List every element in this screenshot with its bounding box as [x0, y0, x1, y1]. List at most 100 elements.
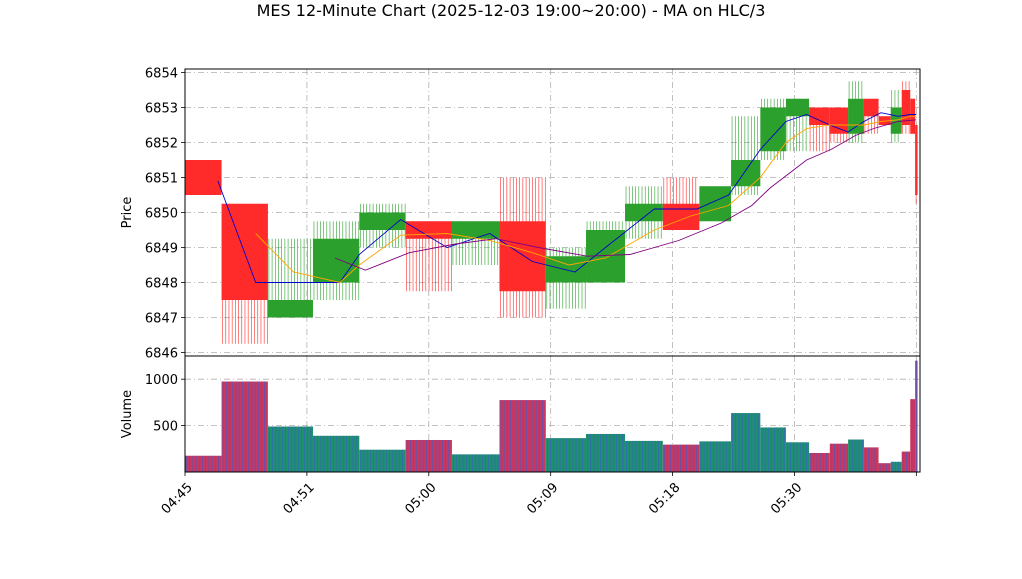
- price-panel: 6846 6847 6848 6849 6850 6851 6852 6853 6854 Pric…: [120, 67, 921, 362]
- price-tick-label: 6852: [145, 137, 178, 152]
- x-tick-label: 05:18: [646, 480, 683, 517]
- volume-bar: [545, 438, 587, 472]
- volume-bar-body: [699, 441, 732, 472]
- candle-body: [499, 221, 546, 292]
- candle-body: [848, 98, 864, 134]
- price-tick-label: 6849: [145, 242, 178, 257]
- price-tick-label: 6851: [145, 172, 178, 187]
- candle: [359, 203, 406, 248]
- volume-bar-body: [312, 435, 360, 472]
- volume-bar-body: [267, 426, 313, 472]
- x-tick-label: 04:51: [281, 480, 318, 517]
- volume-bar: [915, 360, 918, 472]
- candle-body: [863, 98, 879, 117]
- x-tick-label: 04:45: [159, 480, 196, 517]
- volume-bar: [662, 444, 700, 472]
- volume-axes-frame: [184, 355, 921, 473]
- volume-bars: [185, 360, 918, 472]
- candle-body: [809, 107, 830, 125]
- candle: [185, 160, 222, 195]
- candle: [662, 177, 700, 230]
- volume-bar-body: [863, 447, 879, 472]
- volume-bar: [699, 441, 732, 472]
- volume-bar: [405, 439, 452, 472]
- x-tick-label: 05:00: [403, 480, 440, 517]
- volume-bar-body: [910, 399, 916, 472]
- volume-bar: [760, 427, 786, 472]
- volume-panel: 500 1000 Volume: [120, 355, 921, 473]
- volume-bar-body: [545, 438, 587, 472]
- volume-bar-body: [221, 381, 268, 472]
- volume-bar: [731, 413, 761, 472]
- candle: [878, 116, 891, 125]
- x-tick-label: 05:09: [524, 480, 561, 517]
- candle: [586, 221, 626, 283]
- candle-body: [731, 160, 761, 187]
- volume-bar-body: [760, 427, 786, 472]
- volume-bar: [267, 426, 313, 472]
- price-tick-label: 6853: [145, 102, 178, 117]
- candle: [545, 247, 587, 309]
- volume-bar-body: [185, 455, 222, 472]
- volume-bar-body: [405, 439, 452, 472]
- candle-body: [662, 203, 700, 230]
- volume-bar: [625, 440, 663, 472]
- volume-bar: [848, 439, 864, 472]
- candle: [785, 98, 810, 152]
- x-axis: 04:45 04:51 05:00 05:09 05:18 05:30: [159, 472, 917, 517]
- volume-bar-body: [785, 442, 810, 472]
- candle: [863, 98, 879, 134]
- volume-bar-body: [809, 452, 830, 472]
- volume-axis-label: Volume: [120, 390, 135, 438]
- moving-averages: [217, 112, 917, 283]
- volume-bar: [785, 442, 810, 472]
- candle: [451, 221, 500, 265]
- candle-body: [699, 186, 732, 222]
- candle-body: [878, 116, 891, 125]
- volume-bar-body: [586, 433, 626, 472]
- candle: [312, 221, 360, 300]
- price-axis-label: Price: [120, 197, 135, 229]
- volume-bar-body: [731, 413, 761, 472]
- volume-tick-label: 1000: [145, 373, 178, 388]
- candle-body: [829, 107, 849, 134]
- volume-tick-label: 500: [153, 420, 178, 435]
- price-tick-label: 6850: [145, 207, 178, 222]
- candle: [267, 238, 313, 318]
- volume-bar: [809, 452, 830, 472]
- x-tick-label: 05:30: [768, 480, 805, 517]
- candle-body: [915, 125, 918, 195]
- volume-bar: [863, 447, 879, 472]
- volume-bar-body: [890, 461, 902, 472]
- candle-body: [760, 107, 786, 152]
- chart-title: MES 12-Minute Chart (2025-12-03 19:00~20…: [257, 1, 766, 20]
- price-tick-label: 6854: [145, 67, 178, 82]
- ma-line: [217, 112, 917, 283]
- candle: [699, 186, 732, 222]
- candle: [625, 186, 663, 239]
- volume-bar-body: [359, 449, 406, 472]
- candle: [760, 98, 786, 160]
- candle: [731, 116, 761, 195]
- volume-bar-body: [662, 444, 700, 472]
- candle: [499, 177, 546, 318]
- volume-bar: [586, 433, 626, 472]
- candle-body: [785, 98, 810, 117]
- candle: [405, 221, 452, 292]
- volume-bar-body: [625, 440, 663, 472]
- volume-bar: [499, 400, 546, 472]
- candle-body: [267, 300, 313, 318]
- volume-bar: [359, 449, 406, 472]
- candle-body: [312, 238, 360, 283]
- candle: [809, 107, 830, 152]
- volume-bar-body: [829, 443, 849, 472]
- candle-body: [451, 221, 500, 239]
- candle-body: [890, 107, 902, 134]
- volume-bar: [878, 463, 891, 472]
- candle-body: [901, 90, 911, 125]
- volume-bar: [910, 399, 916, 472]
- volume-bar-body: [878, 463, 891, 472]
- candle: [901, 81, 911, 134]
